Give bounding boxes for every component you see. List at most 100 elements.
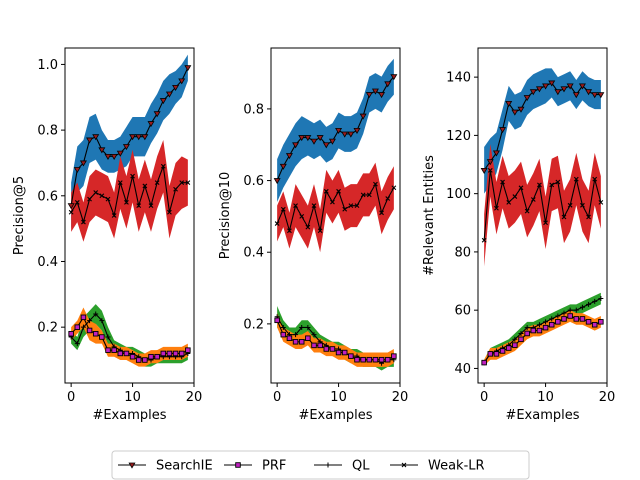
band-searchie (484, 68, 601, 194)
data-point-ql (524, 325, 530, 331)
data-point-weak-lr (342, 206, 348, 212)
y-tick-label: 0.6 (37, 189, 58, 204)
data-point-ql (592, 298, 598, 304)
data-point-weak-lr (543, 220, 548, 226)
data-point-prf (80, 314, 87, 321)
data-point-weak-lr (124, 199, 129, 205)
legend-label: Weak-LR (428, 459, 485, 474)
data-point-searchie (147, 121, 155, 128)
series-line-weak-lr (483, 170, 602, 241)
data-point-searchie (172, 85, 180, 92)
data-point-prf (530, 327, 537, 334)
data-point-weak-lr (537, 182, 542, 188)
x-tick-label: 20 (392, 390, 409, 405)
data-point-searchie (273, 178, 281, 185)
data-point-prf (117, 350, 124, 357)
data-point-prf (129, 353, 136, 360)
y-tick-label: 0.2 (243, 317, 264, 332)
data-point-weak-lr (506, 200, 512, 205)
data-point-prf (305, 335, 311, 341)
data-point-prf (561, 316, 567, 322)
data-point-prf (518, 336, 524, 343)
data-point-weak-lr (142, 183, 148, 189)
data-point-searchie (292, 142, 300, 149)
data-point-weak-lr (567, 202, 573, 208)
data-point-searchie (98, 147, 106, 154)
data-point-searchie (341, 131, 349, 138)
data-point-weak-lr (323, 188, 329, 194)
data-point-prf (154, 353, 160, 360)
data-point-weak-lr (117, 180, 123, 186)
data-point-searchie (73, 167, 81, 174)
y-tick-label: 80 (454, 245, 471, 260)
data-point-weak-lr (336, 188, 341, 194)
data-point-weak-lr (385, 196, 391, 201)
data-point-searchie (517, 106, 525, 113)
data-point-weak-lr (87, 196, 92, 202)
band-searchie (277, 58, 394, 203)
data-point-weak-lr (305, 224, 311, 230)
data-point-prf (172, 350, 179, 357)
y-tick-label: 100 (446, 187, 471, 202)
data-point-weak-lr (598, 200, 604, 205)
data-point-searchie (116, 150, 124, 157)
data-point-prf (280, 331, 287, 338)
data-point-searchie (371, 88, 379, 95)
data-point-searchie (298, 135, 306, 142)
data-point-searchie (135, 134, 143, 141)
data-point-ql (280, 324, 286, 330)
data-point-searchie (560, 86, 568, 93)
data-point-weak-lr (524, 208, 530, 214)
data-point-weak-lr (280, 206, 286, 212)
data-point-weak-lr (173, 186, 178, 192)
data-point-searchie (153, 111, 161, 118)
axes-frame (270, 47, 401, 384)
data-point-prf (142, 357, 148, 363)
x-tick-label: 10 (330, 390, 347, 405)
data-point-searchie (322, 142, 330, 149)
data-point-weak-lr (549, 182, 555, 188)
data-point-prf (348, 353, 354, 359)
data-point-ql (561, 310, 567, 316)
data-point-searchie (304, 135, 312, 142)
data-point-searchie (110, 153, 118, 160)
data-point-weak-lr (561, 214, 567, 220)
data-point-weak-lr (373, 181, 378, 187)
data-point-searchie (86, 137, 94, 144)
legend-marker-prf (235, 462, 241, 468)
data-point-searchie (523, 95, 531, 102)
data-point-searchie (365, 92, 373, 99)
x-tick-label: 20 (186, 390, 203, 405)
data-point-prf (86, 327, 93, 334)
y-tick-label: 140 (446, 71, 471, 86)
data-point-weak-lr (518, 185, 524, 191)
y-axis-label: Precision@5 (12, 176, 27, 255)
data-point-weak-lr (494, 205, 499, 211)
data-point-ql (293, 332, 299, 338)
legend-entry-prf: PRF (224, 459, 286, 474)
x-axis-label: #Examples (92, 408, 166, 423)
legend-marker-weak-lr (401, 462, 407, 468)
data-point-prf (178, 350, 185, 357)
data-point-prf (555, 319, 561, 325)
data-point-prf (585, 319, 592, 325)
data-point-weak-lr (317, 228, 323, 234)
chart-panel-1: 0 10 20 0.2 0.4 0.6 0.8 1.0 #Examples Precision@5 (12, 47, 203, 423)
data-point-weak-lr (330, 199, 335, 205)
data-point-prf (92, 330, 99, 337)
y-axis-label: #Relevant Entities (422, 155, 437, 276)
data-point-searchie (347, 131, 355, 138)
data-point-prf (298, 339, 305, 345)
data-point-ql (80, 324, 86, 330)
data-point-weak-lr (366, 192, 372, 198)
data-point-weak-lr (93, 190, 99, 195)
legend-label: SearchIE (156, 459, 213, 474)
data-point-ql (579, 304, 585, 310)
chart-panels: 0 10 20 0.2 0.4 0.6 0.8 1.0 #Examples Precision@5… (12, 47, 615, 423)
x-tick-label: 10 (537, 390, 554, 405)
data-point-weak-lr (99, 193, 105, 199)
data-point-weak-lr (167, 209, 172, 215)
data-point-ql (543, 319, 549, 325)
data-point-prf (524, 330, 530, 337)
data-point-searchie (535, 86, 543, 93)
